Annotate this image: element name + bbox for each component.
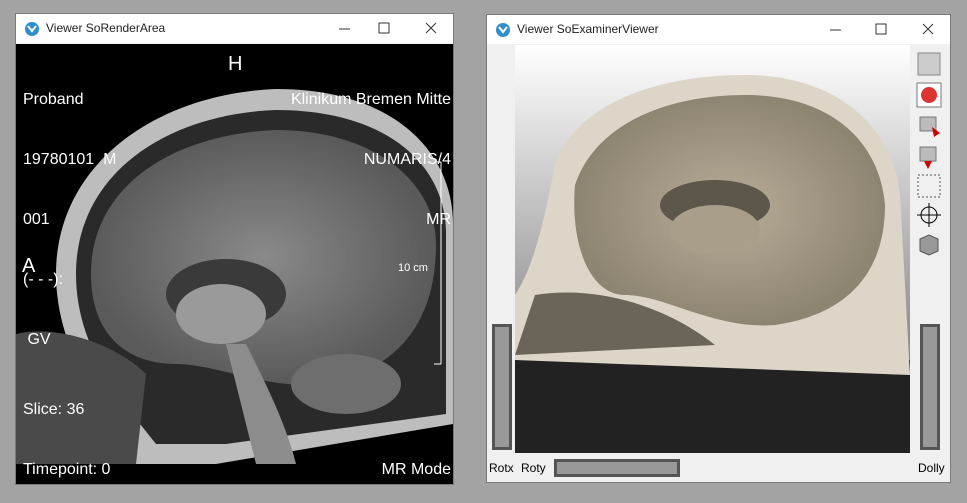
title-bar-icons [496, 23, 934, 37]
overlay-bottom-right: MR Mode Scan: 20070616 LUT C/W: 0.085 / … [284, 420, 451, 484]
title-bar: Viewer SoRenderArea [16, 14, 453, 43]
overlay-text: NUMARIS/4 [363, 151, 451, 168]
viewer-toolbar [916, 52, 942, 256]
overlay-top-right: Klinikum Bremen Mitte NUMARIS/4 MR [291, 50, 451, 270]
mri-slice [16, 89, 453, 464]
examiner-viewer-window: Viewer SoExaminerViewer Rotx Roty Dolly [486, 14, 951, 483]
title-bar: Viewer SoExaminerViewer [487, 15, 950, 44]
orientation-label: A [22, 255, 36, 277]
overlay-text: MR Mode [381, 461, 451, 478]
wheel-label: Roty [521, 461, 546, 475]
roty-wheel[interactable] [554, 459, 680, 477]
title-bar-icons [25, 22, 437, 36]
overlay-text: GV [23, 331, 51, 348]
overlay-top-left: Proband 19780101 M 001 (- - -): GV [23, 50, 116, 390]
overlay-text: Proband [23, 91, 84, 108]
3d-viewport [515, 45, 910, 453]
scale-label: 10 cm [398, 262, 428, 274]
window-title: Viewer SoExaminerViewer [517, 22, 659, 36]
overlay-text: 001 [23, 211, 50, 228]
wheel-label: Dolly [918, 461, 945, 475]
rotx-wheel[interactable] [492, 324, 512, 450]
overlay-text: Klinikum Bremen Mitte [290, 91, 451, 108]
overlay-text: 19780101 M [23, 151, 117, 168]
dolly-wheel[interactable] [920, 324, 940, 450]
wheel-label: Rotx [489, 461, 514, 475]
overlay-text: Timepoint: 0 [23, 461, 111, 478]
overlay-text: Slice: 36 [23, 401, 85, 418]
orientation-label: H [228, 53, 243, 75]
overlay-text: MR [426, 211, 451, 228]
window-title: Viewer SoRenderArea [46, 21, 166, 35]
overlay-text: (- - -): [23, 271, 63, 288]
render-area-window: Viewer SoRenderArea Proband 19780101 M 0… [15, 13, 454, 485]
overlay-bottom-left: Slice: 36 Timepoint: 0 109,91,80,Gray,1 … [23, 360, 178, 484]
render-viewport: Proband 19780101 M 001 (- - -): GV H Kli… [16, 44, 453, 484]
